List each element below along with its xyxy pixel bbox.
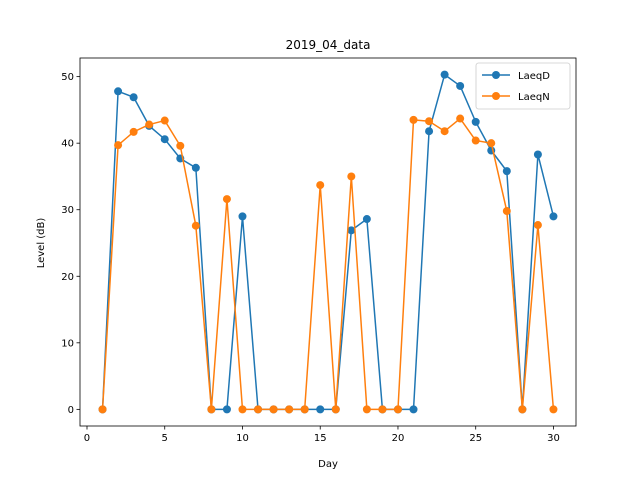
data-point-laeqd xyxy=(502,167,511,176)
data-point-laeqn xyxy=(440,127,449,136)
data-point-laeqn xyxy=(362,405,371,414)
legend-label: LaeqD xyxy=(518,71,550,82)
data-point-laeqn xyxy=(331,405,340,414)
data-point-laeqn xyxy=(316,181,325,190)
data-point-laeqd xyxy=(160,135,169,144)
data-point-laeqn xyxy=(160,116,169,125)
data-point-laeqn xyxy=(518,405,527,414)
x-tick-label: 20 xyxy=(392,433,405,444)
data-point-laeqn xyxy=(471,136,480,145)
data-point-laeqd xyxy=(347,226,356,235)
data-point-laeqn xyxy=(129,127,138,136)
legend: LaeqD LaeqN xyxy=(475,62,571,110)
x-tick-label: 25 xyxy=(469,433,482,444)
y-tick-label: 50 xyxy=(61,72,74,83)
y-tick-label: 30 xyxy=(61,205,74,216)
data-point-laeqn xyxy=(207,405,216,414)
x-tick-label: 15 xyxy=(314,433,327,444)
legend-label: LaeqN xyxy=(518,92,550,103)
data-point-laeqd xyxy=(409,405,418,414)
data-point-laeqd xyxy=(316,405,325,414)
data-point-laeqd xyxy=(440,70,449,79)
data-point-laeqn xyxy=(456,114,465,123)
data-point-laeqn xyxy=(347,172,356,181)
data-point-laeqn xyxy=(502,207,511,216)
x-tick-label: 5 xyxy=(162,433,168,444)
x-axis-label: Day xyxy=(318,459,338,470)
data-point-laeqn xyxy=(378,405,387,414)
data-point-laeqd xyxy=(222,405,231,414)
data-point-laeqd xyxy=(425,127,434,136)
y-tick-label: 40 xyxy=(61,139,74,150)
data-point-laeqd xyxy=(471,117,480,126)
data-point-laeqd xyxy=(191,163,200,172)
x-tick-label: 30 xyxy=(547,433,560,444)
data-point-laeqd xyxy=(362,215,371,224)
data-point-laeqn xyxy=(300,405,309,414)
data-point-laeqn xyxy=(145,120,154,129)
data-point-laeqd xyxy=(549,212,558,221)
chart-title: 2019_04_data xyxy=(286,38,371,52)
data-point-laeqn xyxy=(98,405,107,414)
data-point-laeqn xyxy=(222,195,231,204)
data-point-laeqd xyxy=(238,212,247,221)
y-tick-label: 20 xyxy=(61,272,74,283)
data-point-laeqn xyxy=(533,221,542,230)
data-point-laeqn xyxy=(285,405,294,414)
plot-area: 0 5 10 15 20 25 30 0 10 20 30 40 50 LaeqD LaeqN xyxy=(61,57,577,444)
legend-marker xyxy=(492,92,500,100)
data-point-laeqn xyxy=(487,139,496,148)
data-point-laeqd xyxy=(533,150,542,159)
data-point-laeqn xyxy=(238,405,247,414)
data-point-laeqn xyxy=(176,141,185,150)
axes-frame xyxy=(79,57,577,427)
data-point-laeqn xyxy=(549,405,558,414)
y-axis-label: Level (dB) xyxy=(36,218,47,269)
data-point-laeqn xyxy=(409,115,418,124)
series-line-laeqd xyxy=(101,73,555,411)
x-tick-label: 0 xyxy=(84,433,90,444)
data-point-laeqn xyxy=(393,405,402,414)
data-point-laeqd xyxy=(114,87,123,96)
y-tick-label: 0 xyxy=(68,405,74,416)
data-point-laeqd xyxy=(129,93,138,102)
data-point-laeqn xyxy=(254,405,263,414)
data-point-laeqd xyxy=(456,81,465,90)
legend-marker xyxy=(492,71,500,79)
data-point-laeqn xyxy=(269,405,278,414)
data-point-laeqn xyxy=(191,221,200,230)
y-tick-label: 10 xyxy=(61,338,74,349)
data-point-laeqn xyxy=(425,117,434,126)
data-point-laeqn xyxy=(114,141,123,150)
x-tick-label: 10 xyxy=(236,433,249,444)
